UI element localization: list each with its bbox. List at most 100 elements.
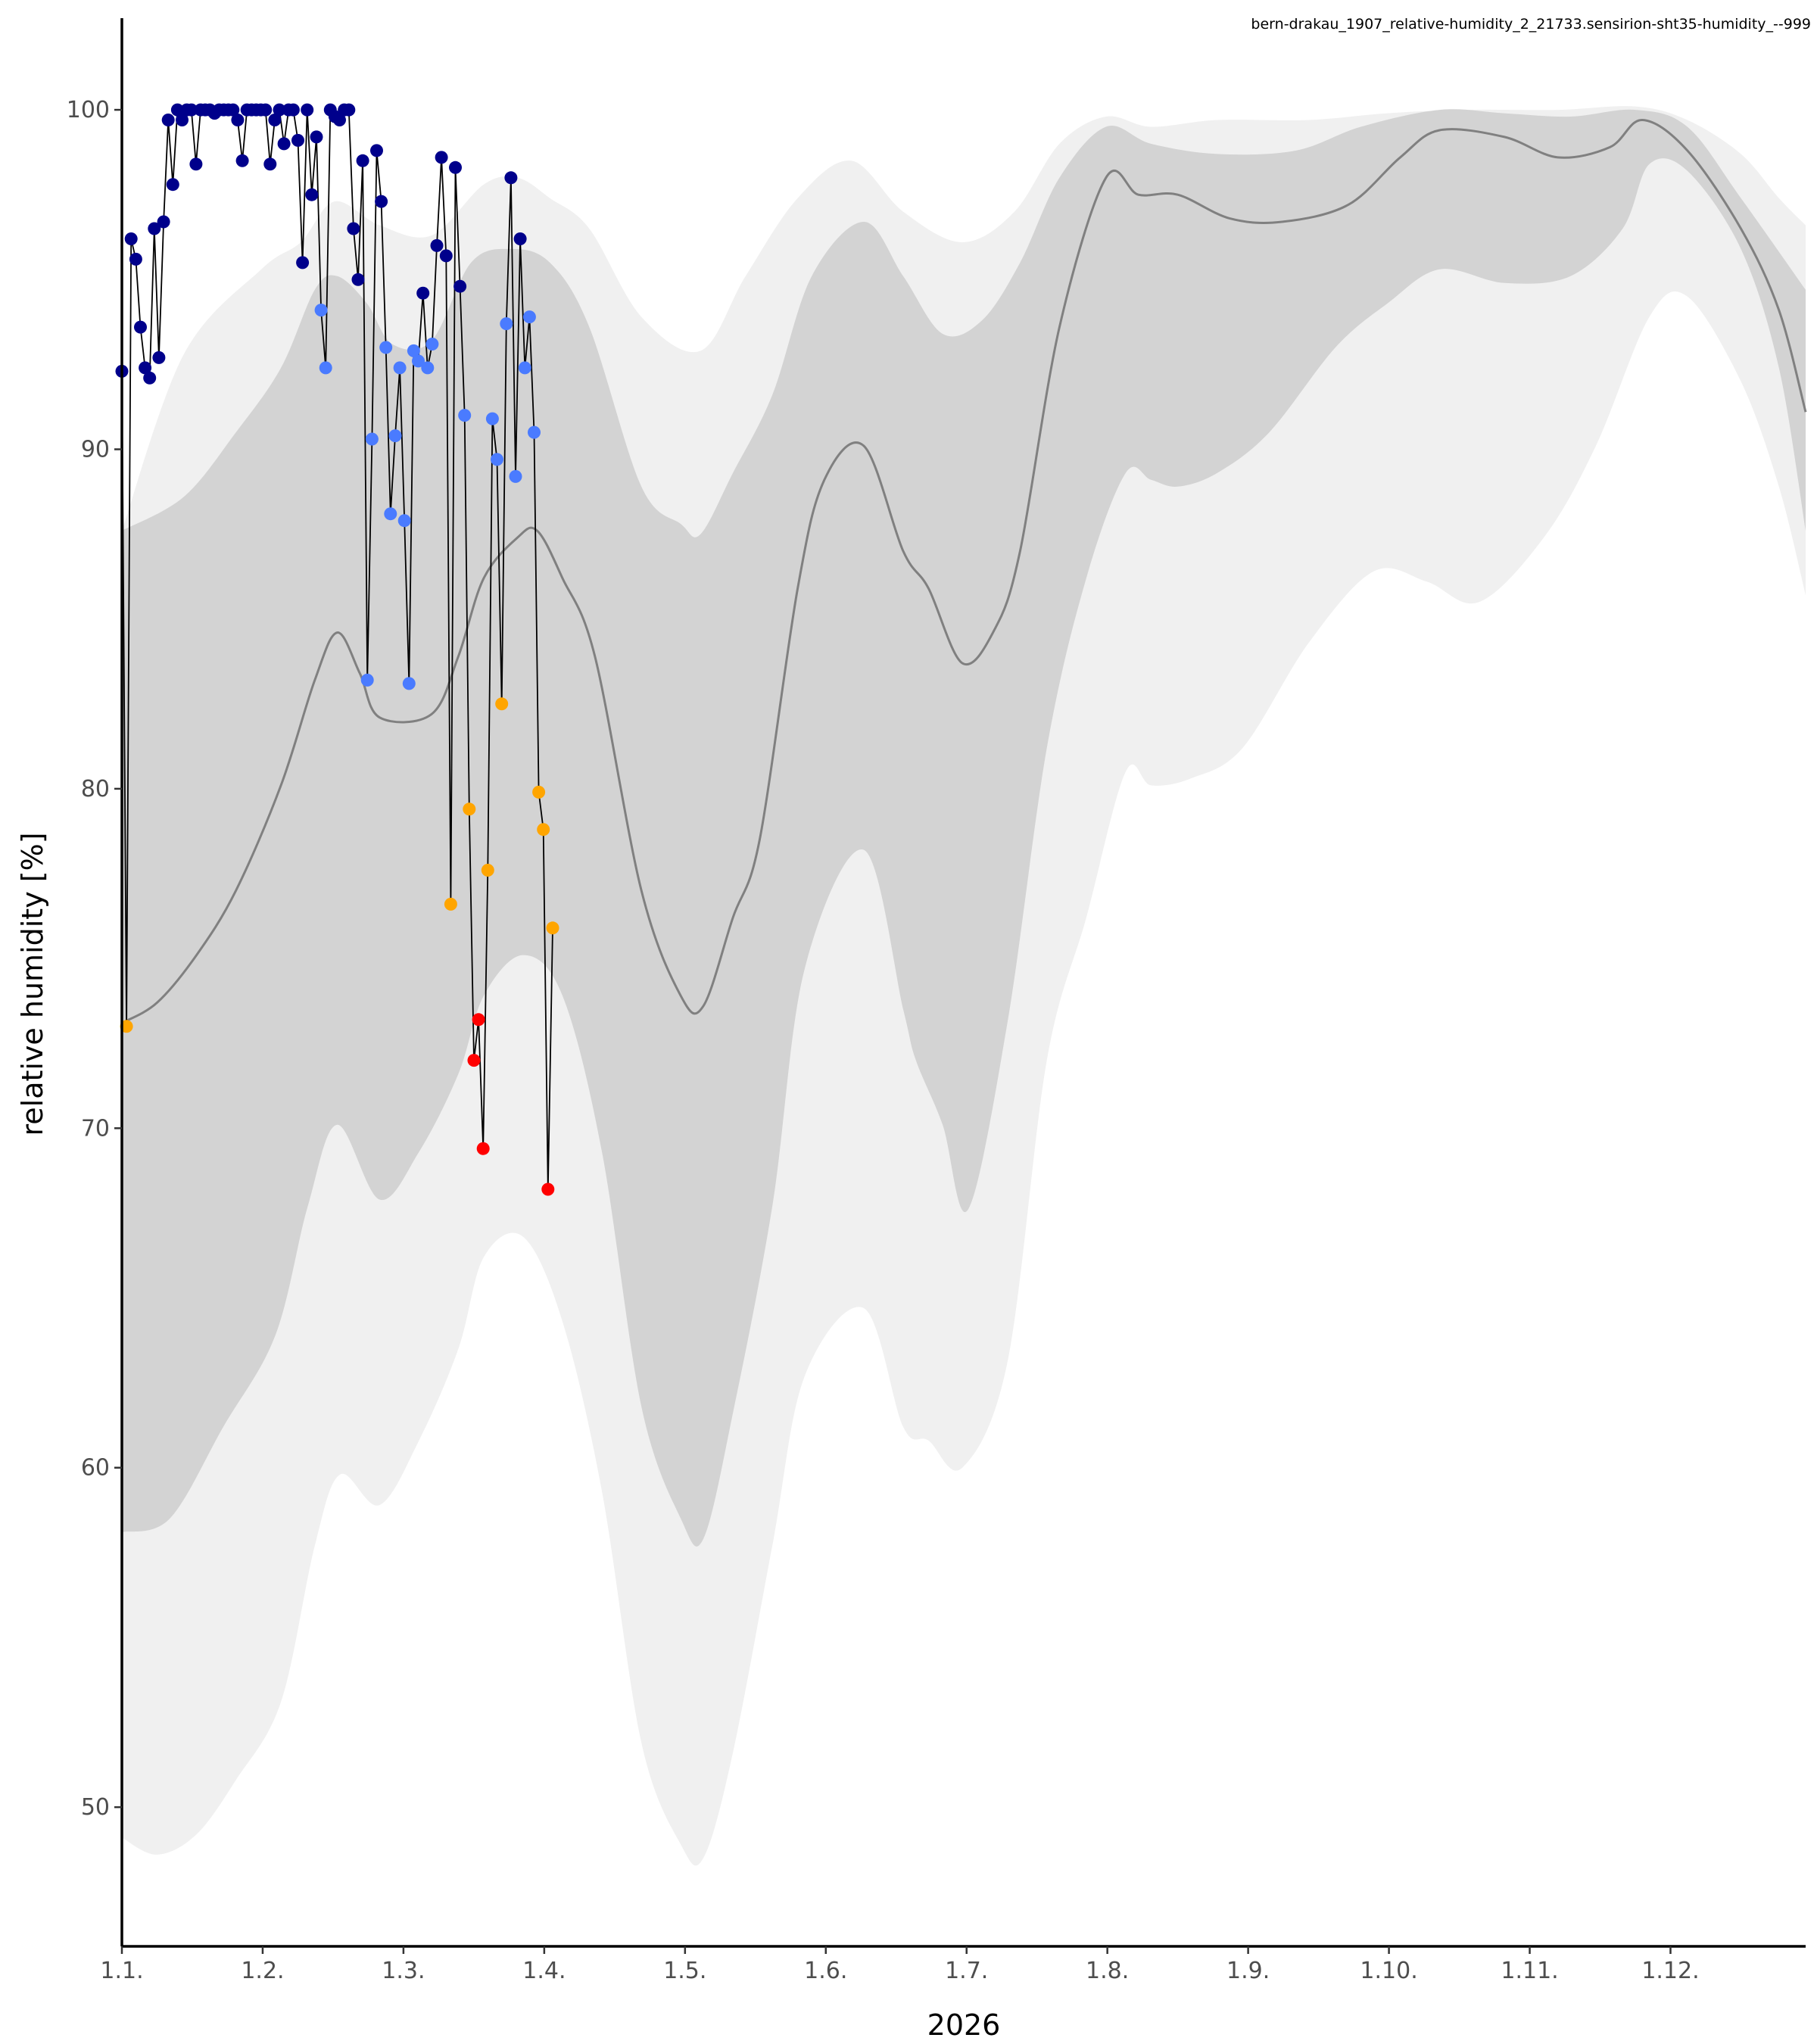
data-point	[532, 785, 546, 799]
data-point	[143, 371, 157, 385]
data-point	[319, 361, 332, 375]
data-point	[472, 1013, 485, 1027]
data-point	[397, 514, 411, 528]
data-point	[286, 103, 300, 117]
data-point	[356, 154, 369, 167]
data-point	[263, 157, 277, 171]
data-point	[134, 320, 147, 334]
data-point	[412, 354, 425, 368]
x-tick-label: 1.12.	[1641, 1958, 1699, 1984]
data-point	[314, 304, 328, 317]
data-point	[439, 249, 453, 263]
data-point	[481, 864, 494, 877]
y-tick-label: 100	[67, 97, 110, 123]
y-tick-label: 90	[81, 436, 110, 463]
data-point	[485, 412, 499, 425]
data-point	[463, 802, 476, 816]
data-point	[176, 114, 189, 126]
data-point	[273, 103, 286, 117]
data-point	[305, 188, 319, 201]
data-point	[124, 232, 138, 245]
data-point	[170, 103, 184, 117]
data-point	[333, 114, 346, 126]
data-point	[365, 432, 379, 446]
data-point	[351, 273, 365, 286]
x-tick-label: 1.3.	[382, 1958, 425, 1984]
data-point	[166, 178, 179, 192]
x-tick-label: 1.7.	[945, 1958, 988, 1984]
x-tick-label: 1.6.	[804, 1958, 847, 1984]
data-point	[421, 361, 435, 375]
x-tick-label: 1.1.	[100, 1958, 143, 1984]
data-point	[189, 157, 203, 171]
data-point	[360, 673, 374, 687]
data-point	[347, 222, 360, 235]
data-point	[430, 238, 444, 252]
data-point	[495, 697, 509, 711]
data-point	[449, 160, 462, 174]
data-point	[467, 1054, 481, 1067]
data-point	[407, 344, 420, 357]
data-point	[310, 130, 323, 144]
y-tick-label: 50	[81, 1794, 110, 1821]
data-point	[541, 1182, 555, 1196]
data-point	[268, 114, 282, 126]
data-point	[139, 361, 152, 375]
x-tick-label: 1.8.	[1086, 1958, 1129, 1984]
axes-layer: 50 60 70 80 90 100 1.1. 1.2. 1.3. 1.4. 1.5. 1.6. 1.7…	[67, 18, 1806, 1984]
data-point	[185, 103, 198, 117]
data-point	[301, 103, 314, 117]
x-tick-label: 1.2.	[241, 1958, 284, 1984]
data-point	[342, 103, 356, 117]
data-point	[231, 114, 245, 126]
data-point	[259, 103, 273, 117]
data-point	[235, 154, 249, 167]
data-point	[384, 507, 397, 521]
y-tick-label: 80	[81, 776, 110, 802]
data-point	[444, 897, 457, 911]
data-point	[296, 256, 310, 270]
series-layer	[115, 103, 559, 1196]
data-point	[453, 279, 467, 293]
data-point	[161, 114, 175, 126]
data-point	[537, 823, 550, 837]
x-tick-label: 1.9.	[1226, 1958, 1270, 1984]
data-point	[157, 215, 170, 229]
data-point	[509, 469, 522, 483]
data-point	[402, 677, 416, 690]
inner-band	[122, 109, 1806, 1547]
data-point	[291, 133, 304, 147]
x-tick-label: 1.5.	[663, 1958, 706, 1984]
median-line	[121, 118, 1807, 1024]
data-point	[370, 144, 383, 157]
data-point	[518, 361, 531, 375]
data-point	[375, 195, 388, 208]
data-point	[458, 409, 472, 422]
y-tick-label: 70	[81, 1115, 110, 1142]
data-point	[513, 232, 527, 245]
data-point	[425, 338, 439, 351]
data-point	[277, 137, 291, 151]
data-point	[504, 171, 518, 185]
data-point	[491, 453, 503, 466]
x-axis-title: 2026	[927, 2008, 1001, 2042]
data-point	[500, 317, 513, 331]
data-point	[379, 341, 393, 354]
x-tick-label: 1.4.	[522, 1958, 566, 1984]
data-point	[388, 429, 402, 443]
data-point	[546, 921, 559, 935]
data-point	[522, 310, 536, 324]
data-point	[226, 103, 240, 117]
data-point	[393, 361, 407, 375]
y-tick-label: 60	[81, 1455, 110, 1482]
data-point	[476, 1142, 490, 1155]
x-tick-label: 1.11.	[1501, 1958, 1558, 1984]
data-point	[148, 222, 161, 235]
bands-layer	[121, 106, 1807, 1866]
chart-title: bern-drakau_1907_relative-humidity_2_217…	[1251, 16, 1811, 33]
x-tick-label: 1.10.	[1360, 1958, 1417, 1984]
data-point	[528, 425, 541, 439]
data-point	[129, 252, 142, 266]
data-point	[435, 151, 448, 164]
